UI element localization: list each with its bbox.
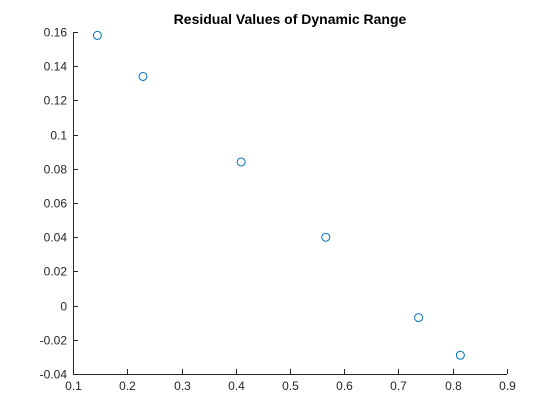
scatter-point bbox=[138, 71, 148, 81]
x-axis-ticks: 0.1 0.2 0.3 0.4 0.5 0.6 0.7 0.8 0.9 bbox=[65, 369, 516, 393]
data-points bbox=[92, 30, 465, 360]
y-tick-label: -0.04 bbox=[40, 368, 68, 382]
x-tick-label: 0.4 bbox=[228, 379, 245, 393]
y-axis-ticks: -0.04 -0.02 0 0.02 0.04 0.06 0.08 0.1 0.12 0.14 0.… bbox=[40, 26, 78, 382]
y-tick-label: 0.16 bbox=[44, 26, 68, 40]
y-tick-label: 0 bbox=[60, 300, 67, 314]
y-tick-label: 0.1 bbox=[50, 129, 67, 143]
y-tick-label: 0.12 bbox=[44, 94, 68, 108]
x-tick-label: 0.1 bbox=[65, 379, 82, 393]
scatter-point bbox=[236, 157, 246, 167]
y-tick-label: 0.02 bbox=[44, 265, 68, 279]
scatter-point bbox=[321, 232, 331, 242]
x-tick-label: 0.8 bbox=[445, 379, 462, 393]
scatter-point bbox=[414, 313, 424, 323]
y-tick-label: 0.04 bbox=[44, 231, 68, 245]
x-tick-label: 0.9 bbox=[499, 379, 516, 393]
axes bbox=[73, 32, 507, 375]
scatter-point bbox=[455, 350, 465, 360]
chart-title: Residual Values of Dynamic Range bbox=[174, 11, 407, 27]
x-tick-label: 0.7 bbox=[390, 379, 407, 393]
x-tick-label: 0.3 bbox=[174, 379, 191, 393]
scatter-point bbox=[92, 30, 102, 40]
y-tick-label: 0.06 bbox=[44, 197, 68, 211]
y-tick-label: 0.08 bbox=[44, 163, 68, 177]
x-tick-label: 0.2 bbox=[119, 379, 136, 393]
y-tick-label: 0.14 bbox=[44, 60, 68, 74]
x-tick-label: 0.5 bbox=[282, 379, 299, 393]
x-tick-label: 0.6 bbox=[336, 379, 353, 393]
y-tick-label: -0.02 bbox=[40, 334, 68, 348]
